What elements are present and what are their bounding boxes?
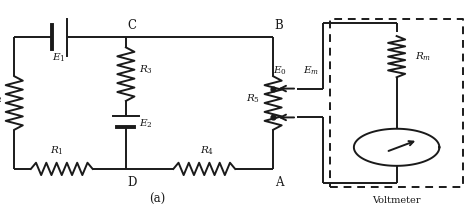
Text: $E_2$: $E_2$ xyxy=(139,117,152,130)
Text: A: A xyxy=(275,176,283,189)
Text: $E_m$: $E_m$ xyxy=(303,65,319,77)
Text: C: C xyxy=(127,19,136,32)
Text: $E_1$: $E_1$ xyxy=(52,52,65,64)
Text: D: D xyxy=(127,176,136,189)
Text: $R_3$: $R_3$ xyxy=(139,64,153,76)
Text: Voltmeter: Voltmeter xyxy=(372,196,421,205)
Text: $R_1$: $R_1$ xyxy=(50,144,64,157)
Text: B: B xyxy=(275,19,283,32)
Text: $R_m$: $R_m$ xyxy=(415,50,431,63)
Text: $R_2$: $R_2$ xyxy=(0,93,3,105)
Text: $E_0$: $E_0$ xyxy=(273,65,287,77)
Text: (a): (a) xyxy=(149,193,165,206)
Text: $R_4$: $R_4$ xyxy=(200,144,214,157)
Text: $R_5$: $R_5$ xyxy=(246,93,260,105)
